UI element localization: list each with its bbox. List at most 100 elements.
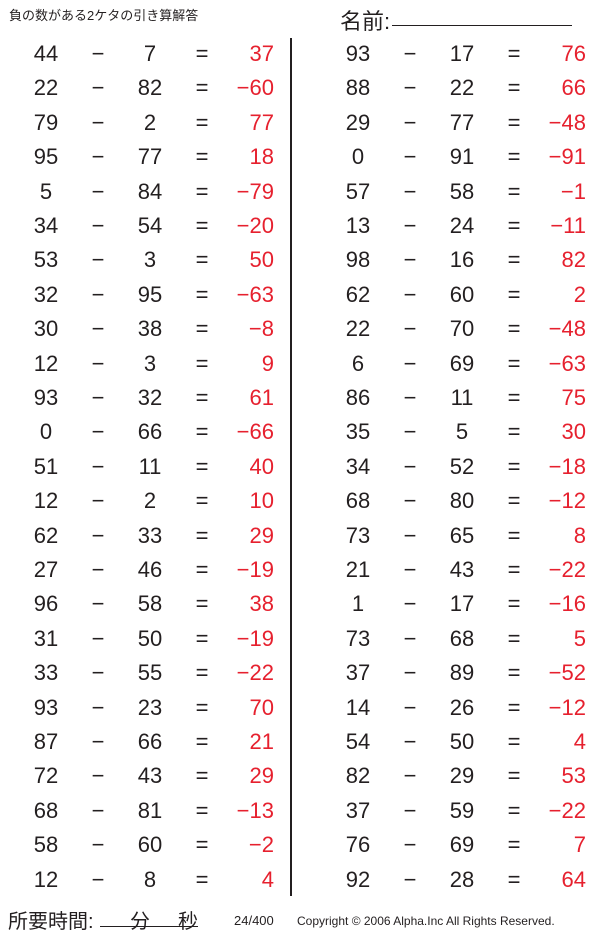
subtrahend: 58 <box>449 178 475 204</box>
answer: 53 <box>561 763 586 789</box>
minus-sign: − <box>91 660 105 686</box>
minus-sign: − <box>91 832 105 858</box>
minus-sign: − <box>91 488 105 514</box>
minuend: 92 <box>345 866 371 892</box>
equals-sign: = <box>195 75 209 101</box>
subtrahend: 43 <box>449 557 475 582</box>
minus-sign: − <box>91 694 105 720</box>
answer: 64 <box>561 866 586 892</box>
minus-sign: − <box>403 694 417 720</box>
minuend: 30 <box>33 316 59 342</box>
subtrahend: 11 <box>138 453 162 479</box>
answer: −8 <box>248 316 274 342</box>
answer: −91 <box>548 144 586 170</box>
subtrahend: 5 <box>455 419 469 445</box>
equals-sign: = <box>195 625 209 651</box>
minuend: 86 <box>345 385 371 410</box>
answer: −22 <box>548 557 586 582</box>
answer: 5 <box>573 625 586 651</box>
answer: 38 <box>249 591 274 617</box>
minuend: 62 <box>345 281 371 307</box>
minuend: 82 <box>345 763 371 789</box>
minus-sign: − <box>403 350 417 376</box>
minuend: 37 <box>345 660 371 686</box>
subtrahend: 50 <box>449 729 475 754</box>
equals-sign: = <box>195 591 209 617</box>
answer: 7 <box>573 832 586 858</box>
minuend: 93 <box>33 385 59 410</box>
minus-sign: − <box>91 385 105 410</box>
answer: −13 <box>236 797 274 823</box>
minus-sign: − <box>403 522 417 548</box>
answer: 9 <box>261 350 274 376</box>
subtrahend: 69 <box>449 350 475 376</box>
subtrahend: 3 <box>143 350 157 376</box>
equals-sign: = <box>507 316 521 342</box>
subtrahend: 55 <box>137 660 163 686</box>
column-divider <box>290 38 292 896</box>
minus-sign: − <box>403 832 417 858</box>
minuend: 68 <box>345 488 371 514</box>
minuend: 21 <box>345 557 371 582</box>
minuend: 73 <box>345 625 371 651</box>
minuend: 54 <box>345 729 371 754</box>
minuend: 27 <box>33 557 59 582</box>
answer: −48 <box>548 109 586 135</box>
subtrahend: 84 <box>137 178 163 204</box>
equals-sign: = <box>195 866 209 892</box>
answer: 66 <box>561 75 586 101</box>
minuend: 98 <box>345 247 371 273</box>
answer: 29 <box>249 763 274 789</box>
minuend: 76 <box>345 832 371 858</box>
subtrahend: 46 <box>137 557 163 582</box>
minus-sign: − <box>403 144 417 170</box>
answer: −1 <box>560 178 586 204</box>
minuend: 0 <box>39 419 53 445</box>
equals-sign: = <box>507 178 521 204</box>
subtrahend: 68 <box>449 625 475 651</box>
answer: 2 <box>573 281 586 307</box>
minus-sign: − <box>91 144 105 170</box>
minuend: 72 <box>33 763 59 789</box>
minuend: 31 <box>33 625 59 651</box>
minuend: 34 <box>345 453 371 479</box>
minuend: 35 <box>345 419 371 445</box>
minuend: 12 <box>33 866 59 892</box>
equals-sign: = <box>507 694 521 720</box>
equals-sign: = <box>507 247 521 273</box>
minuend: 32 <box>33 281 59 307</box>
equals-sign: = <box>195 281 209 307</box>
answer: −66 <box>236 419 274 445</box>
answer: 82 <box>561 247 586 273</box>
subtrahend: 26 <box>449 694 475 720</box>
equals-sign: = <box>195 488 209 514</box>
minuend: 68 <box>33 797 59 823</box>
minus-sign: − <box>403 109 417 135</box>
minus-sign: − <box>403 660 417 686</box>
minuend: 33 <box>33 660 59 686</box>
answer: 40 <box>249 453 274 479</box>
subtrahend: 69 <box>449 832 475 858</box>
subtrahend: 43 <box>137 763 163 789</box>
answer: −2 <box>248 832 274 858</box>
answer: 61 <box>249 385 274 410</box>
minuend: 58 <box>33 832 59 858</box>
subtrahend: 52 <box>449 453 475 479</box>
minus-sign: − <box>403 41 417 66</box>
answer: 37 <box>249 41 274 66</box>
minus-sign: − <box>91 316 105 342</box>
minuend: 87 <box>33 729 59 754</box>
minuend: 53 <box>33 247 59 273</box>
minuend: 73 <box>345 522 371 548</box>
subtrahend: 2 <box>143 109 157 135</box>
minus-sign: − <box>403 866 417 892</box>
time-label: 所要時間: <box>8 911 94 933</box>
answer: −48 <box>548 316 586 342</box>
minuend: 79 <box>33 109 59 135</box>
minus-sign: − <box>91 109 105 135</box>
minus-sign: − <box>91 213 105 238</box>
equals-sign: = <box>507 350 521 376</box>
minuend: 62 <box>33 522 59 548</box>
name-field-line <box>392 25 572 26</box>
minus-sign: − <box>91 729 105 754</box>
